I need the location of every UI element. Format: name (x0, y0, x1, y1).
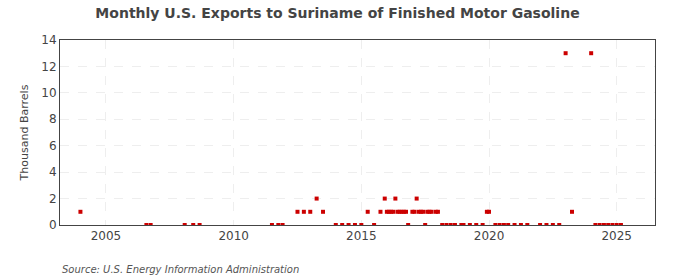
svg-text:6: 6 (49, 139, 57, 153)
svg-text:Thousand Barrels: Thousand Barrels (18, 84, 31, 181)
svg-text:Source: U.S. Energy Informatio: Source: U.S. Energy Information Administ… (62, 264, 299, 275)
svg-text:8: 8 (49, 112, 57, 126)
svg-text:12: 12 (41, 60, 56, 74)
svg-text:10: 10 (41, 86, 56, 100)
svg-text:4: 4 (49, 165, 57, 179)
svg-text:14: 14 (41, 33, 56, 47)
svg-text:2025: 2025 (601, 229, 632, 243)
svg-text:2015: 2015 (346, 229, 377, 243)
svg-text:2: 2 (49, 192, 57, 206)
svg-text:Monthly U.S. Exports to Surina: Monthly U.S. Exports to Suriname of Fini… (95, 5, 579, 21)
svg-text:2010: 2010 (218, 229, 249, 243)
svg-text:0: 0 (49, 218, 57, 232)
svg-text:2005: 2005 (91, 229, 122, 243)
svg-text:2020: 2020 (474, 229, 505, 243)
